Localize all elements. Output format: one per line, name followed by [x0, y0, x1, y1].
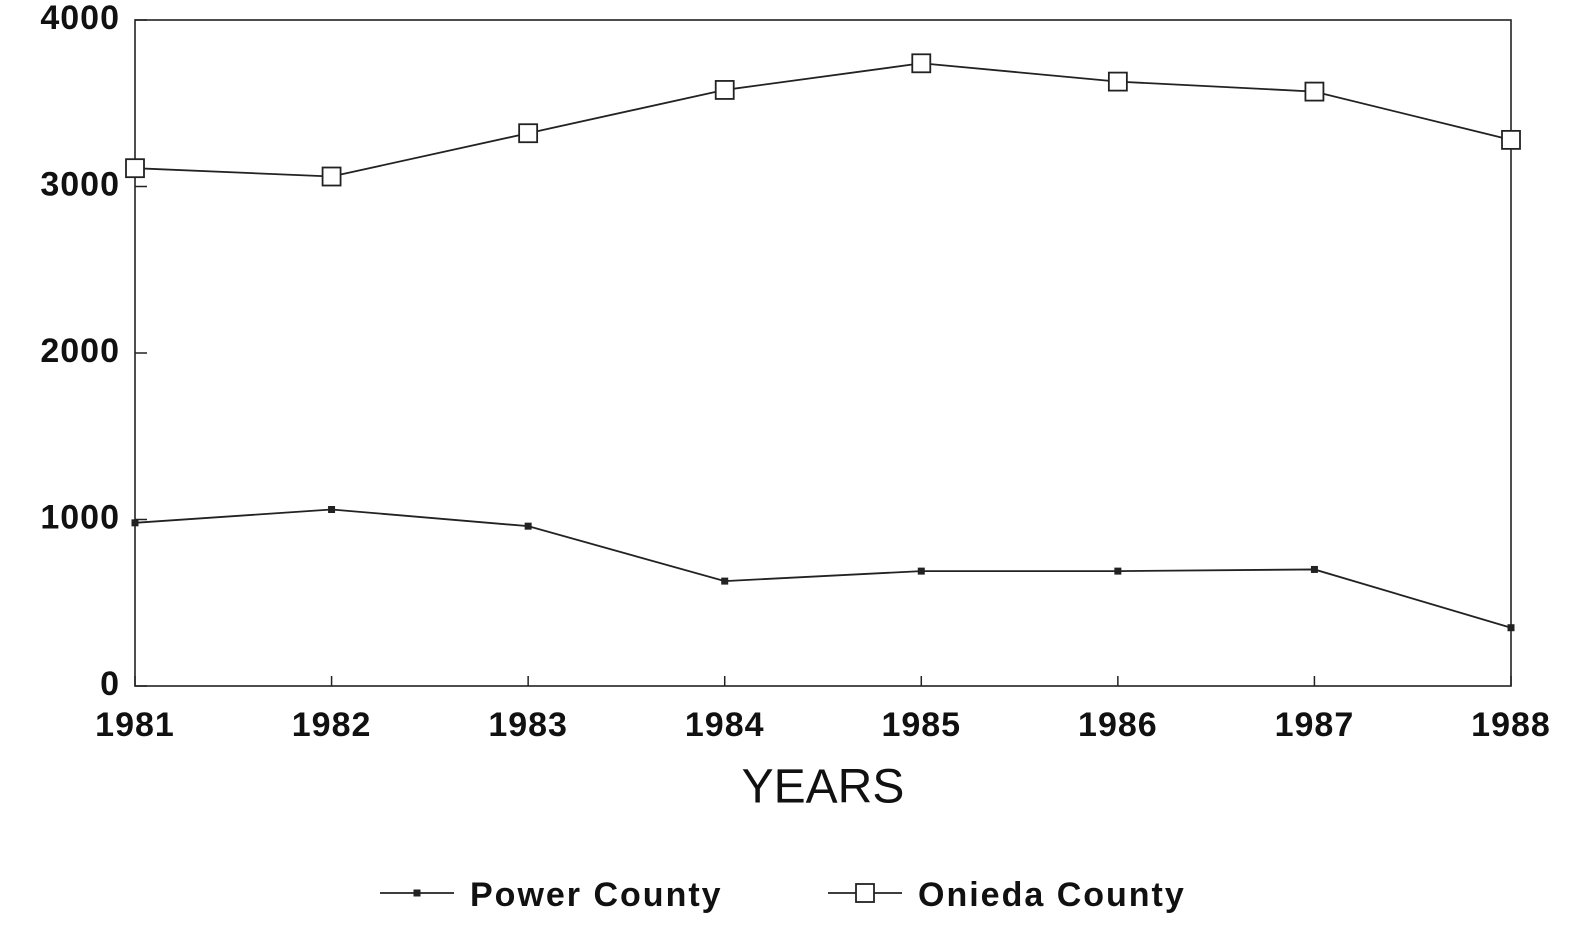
point-marker	[911, 53, 932, 74]
legend-label: Onieda County	[918, 876, 1186, 914]
x-axis-title: YEARS	[742, 761, 905, 814]
point-marker	[714, 80, 735, 100]
x-tick-label: 1987	[1275, 706, 1355, 744]
x-tick-label: 1986	[1078, 706, 1158, 744]
y-tick-label: 1000	[40, 498, 120, 536]
point-marker	[518, 123, 539, 144]
point-marker	[1501, 129, 1521, 150]
x-tick-label: 1988	[1471, 706, 1551, 744]
point-marker	[721, 577, 729, 585]
plot-frame	[134, 19, 1512, 687]
y-tick-label: 2000	[40, 332, 120, 370]
point-marker	[125, 158, 145, 179]
point-marker	[917, 567, 925, 575]
point-marker	[1507, 624, 1515, 632]
x-tick-label: 1985	[881, 706, 961, 744]
x-tick-label: 1981	[95, 706, 175, 744]
legend-marker	[413, 889, 421, 897]
point-marker	[1107, 71, 1128, 92]
y-tick-label: 4000	[40, 0, 120, 37]
series-line	[134, 62, 1512, 178]
legend-marker	[855, 883, 875, 903]
x-tick-label: 1983	[488, 706, 568, 744]
point-marker	[1304, 81, 1325, 102]
point-marker	[321, 166, 342, 187]
legend-label: Power County	[470, 876, 723, 914]
y-tick-label: 0	[100, 665, 120, 703]
point-marker	[1310, 565, 1318, 573]
x-tick-label: 1984	[685, 706, 765, 744]
series-line	[134, 508, 1512, 629]
y-tick-label: 3000	[40, 165, 120, 203]
point-marker	[524, 522, 532, 530]
point-marker	[328, 506, 336, 514]
point-marker	[1114, 567, 1122, 575]
x-tick-label: 1982	[292, 706, 372, 744]
point-marker	[131, 519, 139, 527]
